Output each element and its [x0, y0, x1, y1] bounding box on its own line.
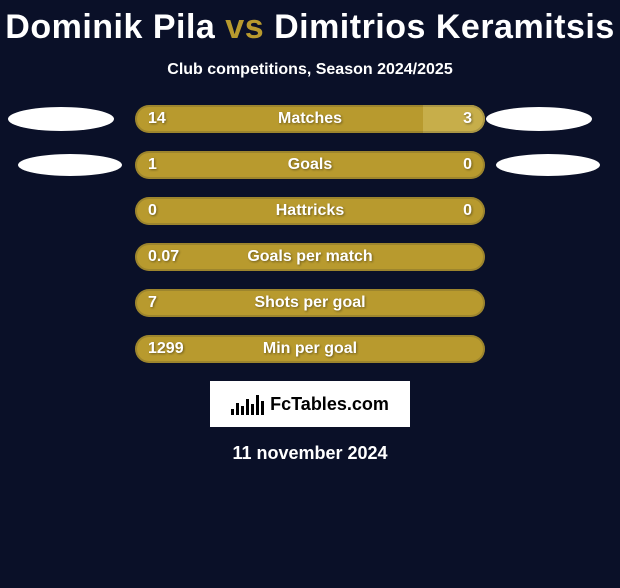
comparison-chart: Matches143Goals10Hattricks00Goals per ma…	[0, 105, 620, 363]
player2-marker-icon	[496, 154, 600, 176]
stat-value-right: 0	[463, 156, 472, 174]
logo-text: FcTables.com	[270, 394, 389, 415]
player1-marker-icon	[18, 154, 122, 176]
stat-label: Matches	[135, 110, 485, 128]
stat-value-left: 1	[148, 156, 157, 174]
stat-label: Goals	[135, 156, 485, 174]
stat-value-right: 0	[463, 202, 472, 220]
stat-label: Shots per goal	[135, 294, 485, 312]
stat-label: Min per goal	[135, 340, 485, 358]
stat-value-left: 7	[148, 294, 157, 312]
stat-value-left: 14	[148, 110, 166, 128]
stat-row: Min per goal1299	[0, 335, 620, 363]
player2-marker-icon	[486, 107, 592, 131]
player1-name: Dominik Pila	[5, 8, 215, 46]
stat-value-right: 3	[463, 110, 472, 128]
stat-row: Matches14 3	[0, 105, 620, 133]
stat-row: Hattricks0 0	[0, 197, 620, 225]
comparison-title: Dominik Pila vs Dimitrios Keramitsis	[0, 8, 620, 47]
stat-row: Goals1 0	[0, 151, 620, 179]
date-label: 11 november 2024	[0, 443, 620, 464]
vs-separator: vs	[225, 8, 264, 46]
logo-bars-icon	[231, 393, 264, 415]
stat-value-left: 0.07	[148, 248, 179, 266]
fctables-logo: FcTables.com	[210, 381, 410, 427]
stat-value-left: 0	[148, 202, 157, 220]
stat-value-left: 1299	[148, 340, 184, 358]
subtitle: Club competitions, Season 2024/2025	[0, 61, 620, 79]
stat-label: Hattricks	[135, 202, 485, 220]
stat-row: Shots per goal7	[0, 289, 620, 317]
player1-marker-icon	[8, 107, 114, 131]
player2-name: Dimitrios Keramitsis	[274, 8, 615, 46]
stat-label: Goals per match	[135, 248, 485, 266]
stat-row: Goals per match0.07	[0, 243, 620, 271]
